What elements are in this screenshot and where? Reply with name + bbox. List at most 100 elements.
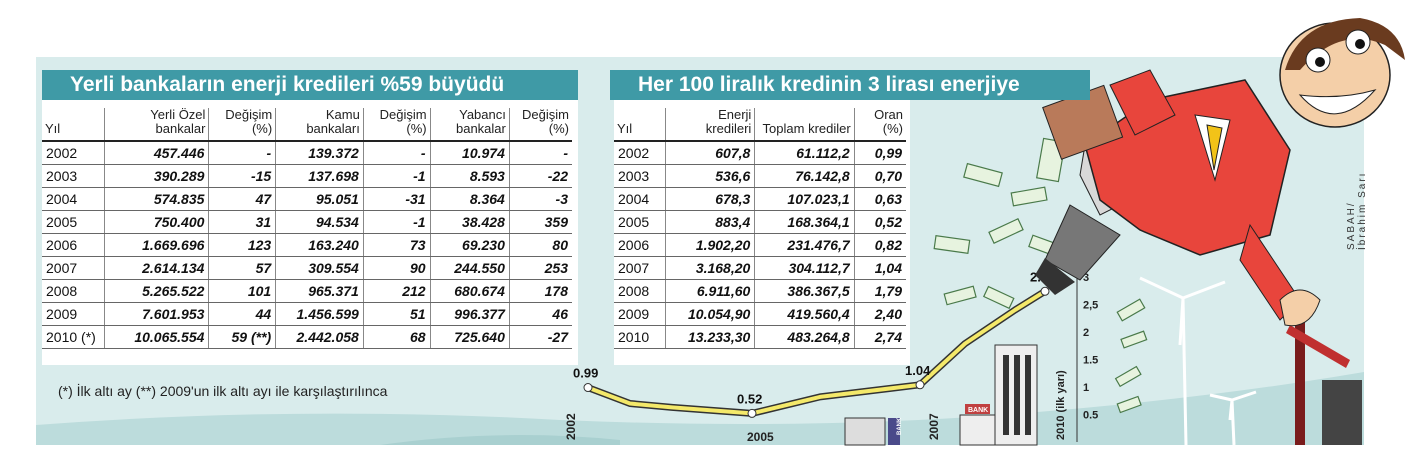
- bank-energy-credit-table: Yıl Yerli Özel bankalar Değişim (%) Kamu ba…: [42, 108, 572, 349]
- table-row: 2007 2.614.134 57 309.554 90 244.550 253: [42, 256, 572, 280]
- right-table-box: Yıl Enerji kredileri Toplam krediler Oran (…: [614, 100, 910, 365]
- left-header-4: Değişim (%): [362, 108, 431, 142]
- buildings-icon: [844, 344, 1038, 446]
- table-cell: 73: [362, 233, 431, 257]
- table-cell: 168.364,1: [754, 210, 855, 234]
- table-cell: 139.372: [275, 141, 364, 165]
- table-cell: 0,82: [853, 233, 906, 257]
- table-row: 2010 (*) 10.065.554 59 (**) 2.442.058 68 725.…: [42, 325, 572, 349]
- table-cell: 231.476,7: [754, 233, 855, 257]
- point-label: 0.99: [573, 366, 598, 381]
- table-cell: -1: [362, 210, 431, 234]
- table-cell: 483.264,8: [754, 325, 855, 349]
- table-cell: -1: [362, 164, 431, 188]
- right-header-3: Oran (%): [853, 108, 906, 142]
- energy-credit-ratio-table: Yıl Enerji kredileri Toplam krediler Oran (…: [614, 108, 906, 349]
- point-label: 0.52: [737, 391, 762, 406]
- table-cell: 0,52: [853, 210, 906, 234]
- data-point: [747, 408, 757, 418]
- table-cell: 3.168,20: [665, 256, 755, 280]
- table-cell: 883,4: [665, 210, 755, 234]
- table-cell: 1.902,20: [665, 233, 755, 257]
- table-cell: -: [208, 141, 276, 165]
- table-cell: 2,74: [853, 325, 906, 349]
- footnote: (*) İlk altı ay (**) 2009'un ilk altı ay…: [58, 383, 388, 399]
- table-cell: 2007: [614, 256, 666, 280]
- table-cell: 2010: [614, 325, 666, 349]
- table-cell: 678,3: [665, 187, 755, 211]
- left-header-3: Kamu bankaları: [275, 108, 364, 142]
- table-cell: 59 (**): [208, 325, 276, 349]
- table-cell: 69.230: [429, 233, 510, 257]
- table-cell: 163.240: [275, 233, 364, 257]
- table-cell: 574.835: [104, 187, 209, 211]
- table-cell: 0,99: [853, 141, 906, 165]
- table-cell: 2002: [614, 141, 666, 165]
- table-cell: 38.428: [429, 210, 510, 234]
- table-cell: 750.400: [104, 210, 209, 234]
- table-cell: 0,70: [853, 164, 906, 188]
- table-cell: 2003: [42, 164, 105, 188]
- table-cell: 390.289: [104, 164, 209, 188]
- right-header-0: Yıl: [614, 108, 666, 142]
- left-header-1: Yerli Özel bankalar: [104, 108, 209, 142]
- table-cell: 607,8: [665, 141, 755, 165]
- table-cell: 996.377: [429, 302, 510, 326]
- table-row: 2005 750.400 31 94.534 -1 38.428 359: [42, 210, 572, 234]
- table-cell: 304.112,7: [754, 256, 855, 280]
- left-header-6: Değişim (%): [508, 108, 572, 142]
- table-row: 2007 3.168,20 304.112,7 1,04: [614, 256, 906, 280]
- y-axis-label: 2010 (ilk yarı): [1055, 370, 1067, 440]
- right-header-2: Toplam krediler: [754, 108, 855, 142]
- table-cell: 2006: [42, 233, 105, 257]
- table-cell: 178: [508, 279, 572, 303]
- table-cell: 244.550: [429, 256, 510, 280]
- table-cell: 44: [208, 302, 276, 326]
- data-point: [915, 380, 925, 390]
- table-cell: 2005: [614, 210, 666, 234]
- x-tick-label: 2002: [564, 413, 578, 440]
- table-cell: 123: [208, 233, 276, 257]
- y-tick-label: 2,5: [1083, 300, 1098, 312]
- wind-turbine-icon: [1139, 276, 1257, 446]
- table-cell: 5.265.522: [104, 279, 209, 303]
- table-cell: 536,6: [665, 164, 755, 188]
- table-cell: 107.023,1: [754, 187, 855, 211]
- point-label: 1.04: [905, 363, 931, 378]
- table-cell: -27: [508, 325, 572, 349]
- right-header-1: Enerji kredileri: [665, 108, 755, 142]
- table-cell: 2003: [614, 164, 666, 188]
- table-cell: -: [362, 141, 431, 165]
- table-row: 2002 457.446-139.372-10.974-: [42, 141, 572, 165]
- y-tick-label: 0.5: [1083, 410, 1098, 422]
- series-line: [587, 289, 1047, 416]
- table-cell: -: [508, 141, 572, 165]
- left-header-5: Yabancı bankalar: [429, 108, 510, 142]
- hill-small: [380, 435, 620, 445]
- y-axis-ticks: 0.5 1 1.5 2 2,5 3: [1083, 272, 1098, 422]
- table-row: 2004 678,3 107.023,1 0,63: [614, 187, 906, 211]
- table-row: 2006 1.902,20 231.476,7 0,82: [614, 233, 906, 257]
- table-cell: 2005: [42, 210, 105, 234]
- table-cell: 95.051: [275, 187, 364, 211]
- table-cell: 212: [362, 279, 431, 303]
- table-cell: 8.364: [429, 187, 510, 211]
- table-cell: 80: [508, 233, 572, 257]
- table-cell: 7.601.953: [104, 302, 209, 326]
- businessman-illustration: [1035, 18, 1405, 327]
- bank-sign: BANK: [968, 407, 988, 414]
- table-cell: 2010 (*): [42, 325, 105, 349]
- y-tick-label: 1: [1083, 382, 1089, 394]
- table-cell: 46: [508, 302, 572, 326]
- table-cell: 253: [508, 256, 572, 280]
- table-cell: -31: [362, 187, 431, 211]
- bank-sign-2: BANK: [897, 417, 903, 435]
- left-title: Yerli bankaların enerji kredileri %59 bü…: [42, 70, 578, 100]
- table-cell: 359: [508, 210, 572, 234]
- table-row: 2002 607,8 61.112,2 0,99: [614, 141, 906, 165]
- table-cell: 6.911,60: [665, 279, 755, 303]
- table-cell: 8.593: [429, 164, 510, 188]
- table-cell: 2,40: [853, 302, 906, 326]
- y-tick-label: 2: [1083, 327, 1089, 339]
- table-cell: 1,79: [853, 279, 906, 303]
